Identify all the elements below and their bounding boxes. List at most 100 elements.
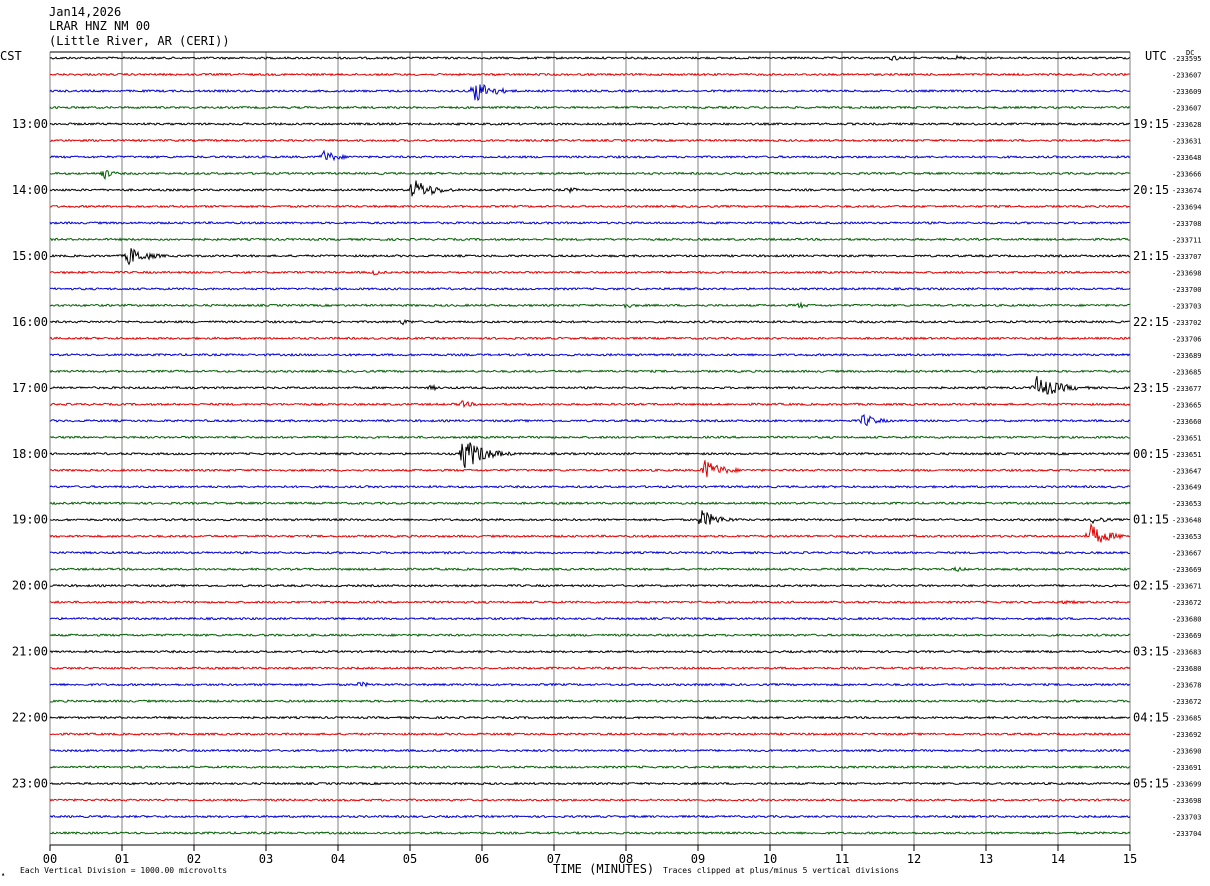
seismic-trace <box>49 550 1130 555</box>
dc-offset-label: -233683 <box>1172 649 1202 657</box>
x-tick-label: 12 <box>907 852 921 866</box>
utc-hour-label: 20:15 <box>1133 183 1169 197</box>
x-tick-label: 01 <box>115 852 129 866</box>
utc-hour-label: 19:15 <box>1133 117 1169 131</box>
dc-offset-label: -233672 <box>1172 698 1202 706</box>
seismic-trace <box>49 376 1131 395</box>
dc-offset-label: -233703 <box>1172 814 1202 822</box>
seismic-trace <box>49 301 1131 309</box>
dc-offset-label: -233694 <box>1172 203 1202 211</box>
dc-offset-label: -233607 <box>1172 104 1202 112</box>
utc-hour-label: 22:15 <box>1133 315 1169 329</box>
seismic-trace <box>49 204 1131 209</box>
seismic-trace <box>49 248 1131 266</box>
dc-offset-label: -233631 <box>1172 137 1202 145</box>
seismic-trace <box>49 237 1131 242</box>
cst-hour-label: 23:00 <box>12 777 48 791</box>
seismic-trace <box>49 435 1131 440</box>
dc-offset-label: -233667 <box>1172 550 1202 558</box>
utc-hour-label: 00:15 <box>1133 447 1169 461</box>
dc-offset-label: -233651 <box>1172 451 1202 459</box>
cst-hour-label: 16:00 <box>12 315 48 329</box>
seismic-trace <box>49 121 1131 127</box>
dc-offset-label: -233671 <box>1172 583 1202 591</box>
station-location: (Little River, AR (CERI)) <box>49 34 230 48</box>
seismic-trace <box>49 501 1131 506</box>
utc-hour-label: 04:15 <box>1133 711 1169 725</box>
dc-offset-label: -233678 <box>1172 682 1202 690</box>
seismic-trace <box>49 54 1131 62</box>
seismic-trace <box>49 765 1131 770</box>
dc-offset-header: DC <box>1186 49 1195 57</box>
dc-offset-label: -233685 <box>1172 368 1202 376</box>
dc-offset-label: -233665 <box>1172 401 1202 409</box>
seismic-trace <box>49 715 1131 720</box>
seismic-trace <box>49 798 1131 802</box>
dc-offset-label: -233649 <box>1172 484 1202 492</box>
cst-hour-label: 13:00 <box>12 117 48 131</box>
dc-offset-label: -233703 <box>1172 302 1202 310</box>
seismic-trace <box>49 699 1131 704</box>
seismic-trace <box>49 830 1131 836</box>
seismic-trace <box>49 649 1131 654</box>
x-tick-label: 05 <box>403 852 417 866</box>
seismic-trace <box>49 616 1131 621</box>
plot-date: Jan14,2026 <box>49 5 122 19</box>
dc-offset-label: -233674 <box>1172 187 1202 195</box>
seismic-trace <box>49 633 1131 638</box>
seismic-trace <box>49 286 1131 291</box>
seismic-trace <box>49 180 1130 197</box>
dc-offset-label: -233669 <box>1172 566 1202 574</box>
x-tick-label: 07 <box>547 852 561 866</box>
seismic-trace <box>49 72 1131 77</box>
dc-offset-label: -233653 <box>1172 533 1202 541</box>
dc-offset-label: -233669 <box>1172 632 1202 640</box>
dc-offset-label: -233708 <box>1172 220 1202 228</box>
dc-offset-label: -233648 <box>1172 517 1202 525</box>
seismic-trace <box>49 666 1131 671</box>
seismic-trace <box>49 484 1131 489</box>
seismic-trace <box>49 510 1131 525</box>
seismic-trace <box>49 220 1131 225</box>
seismic-trace <box>49 681 1131 688</box>
dc-offset-label: -233704 <box>1172 830 1202 838</box>
dc-offset-label: -233698 <box>1172 269 1202 277</box>
dc-offset-label: -233680 <box>1172 616 1202 624</box>
station-code: LRAR HNZ NM 00 <box>49 19 151 33</box>
dc-offset-label: -233711 <box>1172 236 1202 244</box>
dc-offset-label: -233690 <box>1172 748 1202 756</box>
cst-hour-label: 22:00 <box>12 711 48 725</box>
x-tick-label: 04 <box>331 852 345 866</box>
corner-mark: ▴ <box>1 870 6 878</box>
dc-offset-label: -233699 <box>1172 781 1202 789</box>
utc-hour-label: 02:15 <box>1133 579 1169 593</box>
dc-offset-label: -233647 <box>1172 467 1202 475</box>
seismic-trace <box>49 336 1131 341</box>
x-axis-label: TIME (MINUTES) <box>553 862 655 876</box>
x-tick-label: 00 <box>43 852 57 866</box>
seismic-trace <box>49 460 1131 478</box>
seismic-trace <box>49 369 1131 374</box>
x-tick-label: 08 <box>619 852 633 866</box>
x-tick-label: 02 <box>187 852 201 866</box>
dc-offset-label: -233628 <box>1172 121 1202 129</box>
dc-offset-label: -233677 <box>1172 385 1202 393</box>
seismic-trace <box>49 522 1131 543</box>
right-timezone-label: UTC <box>1145 49 1167 63</box>
clipping-note: Traces clipped at plus/minus 5 vertical … <box>663 866 900 875</box>
dc-offset-label: -233700 <box>1172 286 1202 294</box>
x-tick-label: 15 <box>1123 852 1137 866</box>
seismic-trace <box>49 781 1131 786</box>
seismic-trace <box>49 732 1131 737</box>
x-tick-label: 13 <box>979 852 993 866</box>
x-tick-label: 14 <box>1051 852 1065 866</box>
x-tick-label: 09 <box>691 852 705 866</box>
utc-hour-label: 01:15 <box>1133 513 1169 527</box>
x-tick-label: 11 <box>835 852 849 866</box>
seismic-trace <box>49 814 1131 819</box>
dc-offset-label: -233660 <box>1172 418 1202 426</box>
seismic-trace <box>49 318 1131 326</box>
dc-offset-label: -233706 <box>1172 335 1202 343</box>
seismic-trace <box>49 748 1131 753</box>
dc-offset-label: -233609 <box>1172 88 1202 96</box>
